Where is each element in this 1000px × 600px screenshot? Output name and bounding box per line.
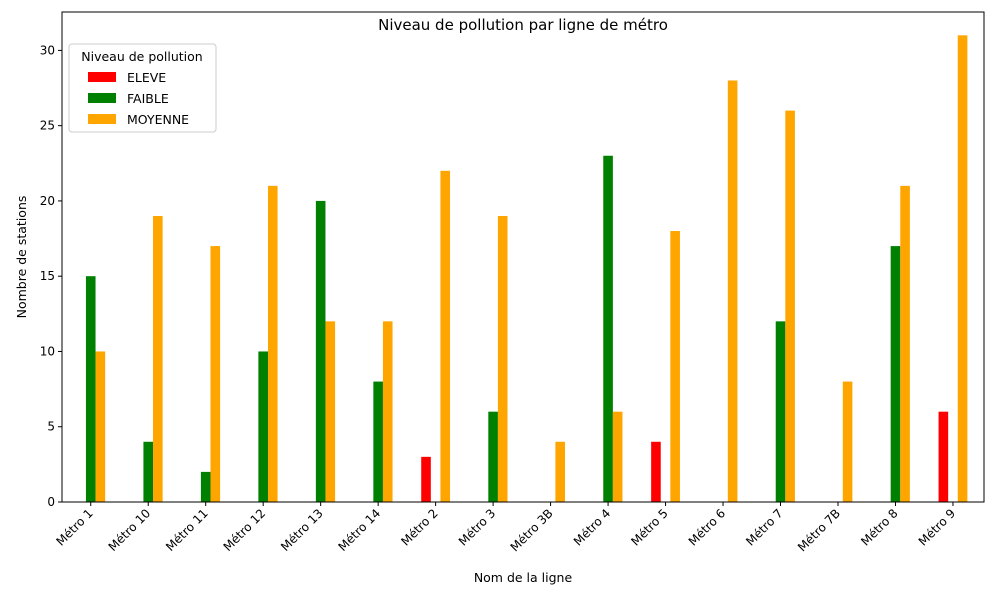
legend: Niveau de pollution ELEVE FAIBLE MOYENNE bbox=[68, 43, 217, 133]
bar-moyenne-0 bbox=[95, 351, 106, 502]
bar-moyenne-7 bbox=[497, 215, 508, 503]
bar-faible-5 bbox=[373, 381, 383, 502]
bar-moyenne-14 bbox=[900, 185, 910, 502]
x-tick-label-6: Métro 2 bbox=[398, 506, 440, 548]
x-tick-label-3: Métro 12 bbox=[221, 506, 269, 554]
bar-moyenne-10 bbox=[670, 231, 680, 502]
bar-moyenne-9 bbox=[612, 411, 623, 502]
x-tick-label-9: Métro 4 bbox=[571, 506, 613, 548]
bar-moyenne-13 bbox=[842, 381, 853, 502]
bar-eleve-10 bbox=[651, 441, 661, 502]
legend-label-eleve: ELEVE bbox=[127, 70, 166, 85]
bar-moyenne-6 bbox=[440, 170, 451, 502]
bar-moyenne-1 bbox=[153, 215, 163, 503]
y-tick-label-1: 5 bbox=[47, 420, 55, 434]
legend-swatch-moyenne bbox=[88, 114, 116, 124]
x-tick-label-13: Métro 7B bbox=[795, 506, 843, 554]
bar-moyenne-4 bbox=[325, 321, 336, 502]
x-tick-label-7: Métro 3 bbox=[456, 506, 498, 548]
legend-swatch-eleve bbox=[88, 72, 116, 82]
legend-box bbox=[68, 43, 217, 133]
bar-faible-9 bbox=[603, 155, 613, 502]
bar-faible-14 bbox=[890, 246, 901, 502]
bar-faible-2 bbox=[200, 471, 211, 502]
x-tick-label-1: Métro 10 bbox=[106, 506, 154, 554]
x-axis-label: Nom de la ligne bbox=[474, 570, 573, 585]
bar-moyenne-5 bbox=[382, 321, 393, 502]
x-axis: Métro 1 Métro 10 Métro 11 Métro 12 Métro 13 M… bbox=[53, 502, 958, 554]
legend-swatch-faible bbox=[88, 93, 116, 103]
bar-moyenne-15 bbox=[957, 35, 968, 502]
legend-title: Niveau de pollution bbox=[81, 49, 202, 64]
x-tick-label-2: Métro 11 bbox=[163, 506, 211, 554]
bar-faible-1 bbox=[143, 441, 154, 502]
x-tick-label-14: Métro 8 bbox=[858, 506, 900, 548]
y-tick-label-5: 25 bbox=[40, 119, 55, 133]
y-tick-label-2: 10 bbox=[40, 344, 55, 358]
bar-faible-3 bbox=[258, 351, 268, 502]
bars-group bbox=[85, 35, 968, 503]
x-tick-label-10: Métro 5 bbox=[628, 506, 670, 548]
bar-eleve-15 bbox=[938, 411, 949, 502]
y-tick-label-3: 15 bbox=[40, 269, 55, 283]
legend-label-faible: FAIBLE bbox=[127, 91, 169, 106]
bar-faible-0 bbox=[85, 276, 96, 502]
bar-eleve-6 bbox=[421, 456, 431, 502]
bar-faible-12 bbox=[775, 321, 786, 502]
bar-moyenne-3 bbox=[267, 185, 278, 502]
chart-title: Niveau de pollution par ligne de métro bbox=[378, 16, 668, 34]
y-axis-label: Nombre de stations bbox=[14, 196, 29, 319]
y-tick-label-0: 0 bbox=[47, 495, 55, 509]
y-axis: 0 5 10 15 20 25 30 bbox=[40, 43, 62, 509]
x-tick-label-8: Métro 3B bbox=[508, 506, 556, 554]
x-tick-label-15: Métro 9 bbox=[916, 506, 958, 548]
x-tick-label-12: Métro 7 bbox=[743, 506, 785, 548]
plot-frame bbox=[61, 11, 985, 503]
x-tick-label-5: Métro 14 bbox=[335, 506, 383, 554]
bar-moyenne-12 bbox=[785, 110, 795, 502]
bar-faible-7 bbox=[488, 411, 498, 502]
x-tick-label-0: Métro 1 bbox=[53, 506, 95, 548]
bar-moyenne-11 bbox=[727, 80, 738, 503]
y-tick-label-6: 30 bbox=[40, 43, 55, 57]
x-tick-label-4: Métro 13 bbox=[278, 506, 326, 554]
x-tick-label-11: Métro 6 bbox=[686, 506, 728, 548]
legend-label-moyenne: MOYENNE bbox=[127, 112, 189, 127]
bar-moyenne-8 bbox=[555, 441, 565, 502]
bar-faible-4 bbox=[315, 200, 326, 503]
bar-moyenne-2 bbox=[210, 246, 221, 502]
y-tick-label-4: 20 bbox=[40, 194, 55, 208]
